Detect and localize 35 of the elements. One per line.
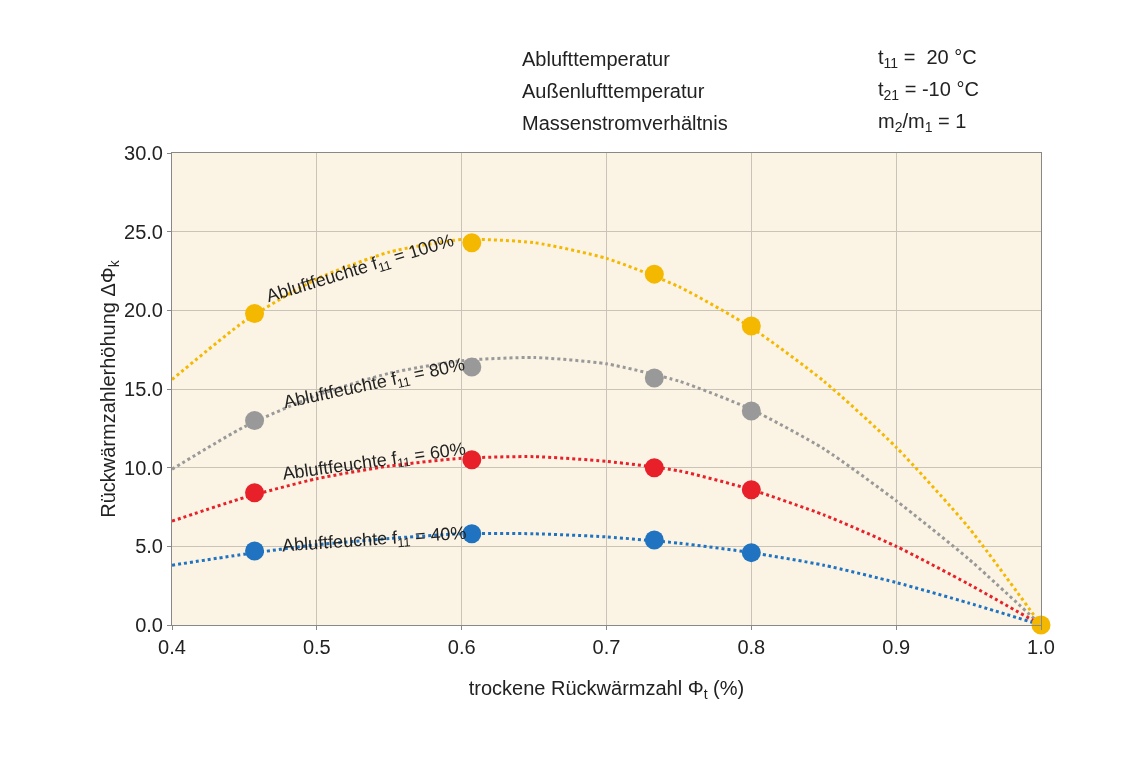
point	[462, 233, 482, 253]
point	[741, 480, 761, 500]
y-tick-label: 0.0	[135, 614, 163, 636]
point	[741, 401, 761, 421]
x-tick-label: 1.0	[1027, 636, 1055, 658]
y-tick-label: 25.0	[124, 220, 163, 243]
text: t$_{11}$ = 20 °C	[878, 46, 977, 72]
y-tick-label: 20.0	[124, 299, 163, 322]
x-tick-label: 0.5	[302, 636, 331, 658]
point	[644, 264, 664, 284]
point	[644, 368, 664, 388]
x-axis-title: trockene Rückwärmzahl Φ$_{t}$ (%)	[468, 677, 745, 703]
point	[245, 483, 265, 503]
x-tick-label: 0.8	[737, 636, 766, 658]
x-tick-label: 0.9	[882, 636, 911, 658]
y-tick-label: 5.0	[135, 535, 163, 558]
x-tick-label: 0.4	[158, 636, 186, 658]
text: t$_{21}$ = -10 °C	[878, 78, 979, 104]
text: Massenstromverhältnis	[522, 112, 728, 134]
x-tick-label: 0.6	[447, 636, 476, 658]
point	[741, 543, 761, 563]
point	[644, 530, 664, 550]
point	[245, 541, 265, 561]
x-tick-label: 0.7	[592, 636, 621, 658]
y-tick-label: 10.0	[124, 456, 163, 479]
text: Außenlufttemperatur	[522, 80, 705, 102]
text: Ablufttemperatur	[522, 48, 671, 70]
text: m$_{2}$/m$_{1}$ = 1	[878, 110, 967, 136]
y-tick-label: 30.0	[124, 142, 163, 164]
point	[1031, 615, 1051, 635]
y-tick-label: 15.0	[124, 378, 163, 400]
point	[245, 410, 265, 430]
point	[644, 458, 664, 478]
point	[741, 316, 761, 336]
point	[245, 303, 265, 323]
